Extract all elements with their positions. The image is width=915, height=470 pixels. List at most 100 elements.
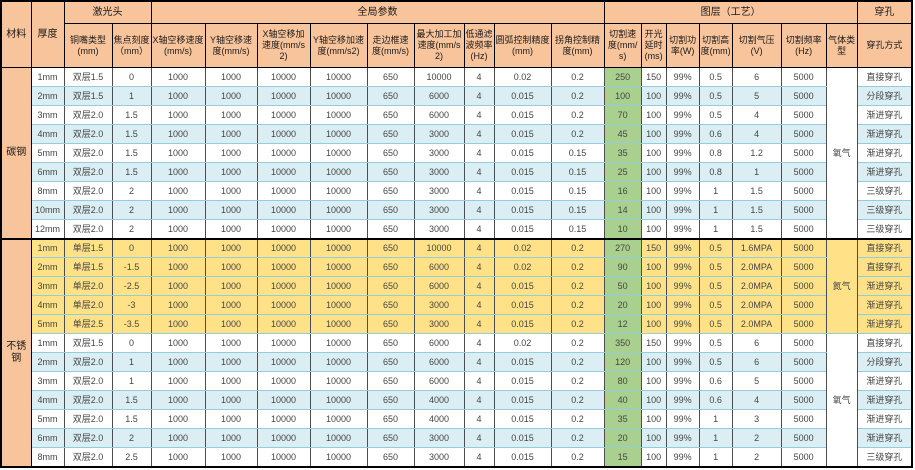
cell-pierce-mode: 渐进穿孔 xyxy=(856,428,913,448)
cell-cut-freq: 5000 xyxy=(780,428,827,448)
cell-y-move-acc: 10000 xyxy=(309,371,368,391)
cell-max-process-acc: 3000 xyxy=(413,447,465,467)
cell-pierce-mode: 渐进穿孔 xyxy=(856,276,913,296)
cell-y-move-speed: 1000 xyxy=(204,276,258,296)
cell-cut-power: 99% xyxy=(665,352,700,372)
cell-thickness: 10mm xyxy=(30,200,65,220)
cell-cut-pressure: 1.6MPA xyxy=(731,237,782,258)
cell-pierce-mode: 三级穿孔 xyxy=(856,219,913,239)
cell-y-move-acc: 10000 xyxy=(309,295,368,315)
cell-x-move-acc: 10000 xyxy=(256,276,311,296)
cell-cut-speed: 14 xyxy=(603,200,642,220)
cell-frame-speed: 650 xyxy=(366,67,415,87)
table-row: 4mm 单层2.0 -3 1000 1000 10000 10000 650 3000 4 0.01… xyxy=(1,295,913,315)
cell-x-move-speed: 1000 xyxy=(150,390,206,410)
cell-arc-precision: 0.015 xyxy=(493,143,552,163)
table-row: 10mm 双层2.0 2 1000 1000 10000 10000 650 3000 4 0.01… xyxy=(1,200,913,220)
header-col-y-move-speed: Y轴空移速度(mm/s) xyxy=(204,23,258,68)
cell-cut-freq: 5000 xyxy=(780,219,827,239)
header-group-pierce: 穿孔 xyxy=(856,0,913,24)
cell-frame-speed: 650 xyxy=(366,200,415,220)
cell-focus-scale: 2.5 xyxy=(111,447,152,467)
cell-y-move-acc: 10000 xyxy=(309,67,368,87)
cell-y-move-speed: 1000 xyxy=(204,428,258,448)
cell-frame-speed: 650 xyxy=(366,162,415,182)
cell-x-move-acc: 10000 xyxy=(256,86,311,106)
cell-corner-precision: 0.2 xyxy=(550,390,605,410)
header-group-layer-process: 图层（工艺） xyxy=(603,0,858,24)
cell-y-move-speed: 1000 xyxy=(204,200,258,220)
cell-x-move-acc: 10000 xyxy=(256,200,311,220)
cell-nozzle-type: 双层2.0 xyxy=(63,390,113,410)
cell-cut-speed: 35 xyxy=(603,143,642,163)
cell-y-move-acc: 10000 xyxy=(309,409,368,429)
cell-y-move-acc: 10000 xyxy=(309,86,368,106)
cell-corner-precision: 0.2 xyxy=(550,105,605,125)
table-row: 2mm 单层1.5 -1.5 1000 1000 10000 10000 650 6000 4 0.… xyxy=(1,257,913,277)
cell-cut-height: 0.5 xyxy=(698,276,733,296)
cell-lowpass-freq: 4 xyxy=(463,86,495,106)
cell-arc-precision: 0.015 xyxy=(493,276,552,296)
cell-laser-on-delay: 100 xyxy=(640,219,667,239)
cell-nozzle-type: 双层2.0 xyxy=(63,219,113,239)
cell-cut-freq: 5000 xyxy=(780,86,827,106)
cell-x-move-speed: 1000 xyxy=(150,314,206,334)
cell-thickness: 3mm xyxy=(30,276,65,296)
cell-cut-height: 1 xyxy=(698,428,733,448)
cell-nozzle-type: 双层1.5 xyxy=(63,86,113,106)
cell-frame-speed: 650 xyxy=(366,276,415,296)
cell-x-move-acc: 10000 xyxy=(256,447,311,467)
cell-y-move-speed: 1000 xyxy=(204,237,258,258)
cell-laser-on-delay: 100 xyxy=(640,86,667,106)
cell-cut-pressure: 2.0MPA xyxy=(731,276,782,296)
cell-pierce-mode: 渐进穿孔 xyxy=(856,314,913,334)
table-row: 2mm 双层2.0 1 1000 1000 10000 10000 650 6000 4 0.015… xyxy=(1,352,913,372)
cell-arc-precision: 0.015 xyxy=(493,390,552,410)
cell-arc-precision: 0.015 xyxy=(493,219,552,239)
cell-x-move-speed: 1000 xyxy=(150,86,206,106)
cell-nozzle-type: 单层2.5 xyxy=(63,314,113,334)
cell-y-move-speed: 1000 xyxy=(204,181,258,201)
cell-lowpass-freq: 4 xyxy=(463,162,495,182)
cell-y-move-speed: 1000 xyxy=(204,333,258,353)
cell-cut-height: 1 xyxy=(698,181,733,201)
cell-max-process-acc: 6000 xyxy=(413,105,465,125)
cell-arc-precision: 0.015 xyxy=(493,371,552,391)
cell-frame-speed: 650 xyxy=(366,295,415,315)
cell-x-move-acc: 10000 xyxy=(256,295,311,315)
cell-laser-on-delay: 100 xyxy=(640,257,667,277)
cell-max-process-acc: 3000 xyxy=(413,219,465,239)
cell-cut-speed: 10 xyxy=(603,219,642,239)
cell-cut-speed: 12 xyxy=(603,314,642,334)
cell-y-move-speed: 1000 xyxy=(204,371,258,391)
cell-x-move-speed: 1000 xyxy=(150,428,206,448)
cell-cut-power: 99% xyxy=(665,257,700,277)
cell-thickness: 2mm xyxy=(30,86,65,106)
cell-focus-scale: -3 xyxy=(111,295,152,315)
cell-frame-speed: 650 xyxy=(366,409,415,429)
cell-x-move-speed: 1000 xyxy=(150,295,206,315)
material-label: 碳钢 xyxy=(0,67,32,239)
cell-x-move-speed: 1000 xyxy=(150,276,206,296)
cell-max-process-acc: 6000 xyxy=(413,333,465,353)
header-col-nozzle-type: 铜嘴类型(mm) xyxy=(63,23,113,68)
header-col-lowpass-freq: 低通滤波频率(Hz) xyxy=(463,23,495,68)
cell-cut-power: 99% xyxy=(665,237,700,258)
cell-focus-scale: 1.5 xyxy=(111,390,152,410)
cell-cut-freq: 5000 xyxy=(780,257,827,277)
cell-focus-scale: 1.5 xyxy=(111,105,152,125)
cell-x-move-speed: 1000 xyxy=(150,181,206,201)
cell-cut-speed: 45 xyxy=(603,124,642,144)
cell-nozzle-type: 单层1.5 xyxy=(63,257,113,277)
cell-y-move-speed: 1000 xyxy=(204,86,258,106)
cell-pierce-mode: 直接穿孔 xyxy=(856,67,913,87)
cell-cut-power: 99% xyxy=(665,314,700,334)
cell-y-move-speed: 1000 xyxy=(204,314,258,334)
cell-y-move-acc: 10000 xyxy=(309,219,368,239)
table-row: 8mm 双层2.0 2 1000 1000 10000 10000 650 3000 4 0.015… xyxy=(1,181,913,201)
cell-frame-speed: 650 xyxy=(366,219,415,239)
cell-lowpass-freq: 4 xyxy=(463,276,495,296)
cell-max-process-acc: 10000 xyxy=(413,237,465,258)
cell-arc-precision: 0.015 xyxy=(493,105,552,125)
table-row: 4mm 双层2.0 1.5 1000 1000 10000 10000 650 3000 4 0.0… xyxy=(1,124,913,144)
